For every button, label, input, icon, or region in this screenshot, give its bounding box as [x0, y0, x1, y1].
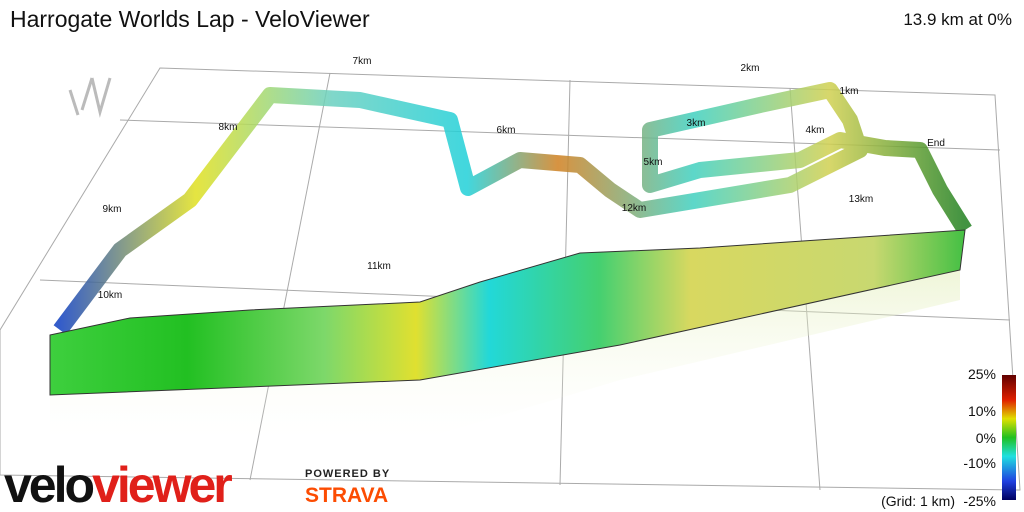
- km-label: 9km: [103, 204, 122, 215]
- legend-label: -10%: [963, 455, 996, 471]
- north-arrow: [68, 77, 112, 118]
- grid-note: (Grid: 1 km): [881, 493, 955, 509]
- km-label: 10km: [98, 290, 122, 301]
- km-markers: 7km 2km 1km 3km 4km 6km 8km 5km End 12km…: [98, 56, 945, 301]
- logo-velo: velo: [4, 457, 94, 512]
- km-label: 11km: [367, 261, 391, 272]
- km-label: 6km: [497, 125, 516, 136]
- title: Harrogate Worlds Lap - VeloViewer: [10, 6, 370, 32]
- km-label: End: [927, 138, 945, 149]
- legend-label: -25%: [963, 493, 996, 509]
- powered-by: POWERED BY: [305, 468, 390, 480]
- summary: 13.9 km at 0%: [903, 10, 1012, 29]
- legend-label: 10%: [968, 403, 996, 419]
- km-label: 8km: [219, 122, 238, 133]
- km-label: 7km: [353, 56, 372, 67]
- km-label: 5km: [644, 157, 663, 168]
- color-scale: [1002, 375, 1016, 500]
- route-front-wall: [49, 229, 966, 396]
- km-label: 4km: [806, 125, 825, 136]
- strava: STRAVA: [305, 484, 388, 507]
- km-label: 13km: [849, 194, 873, 205]
- km-label: 12km: [622, 203, 646, 214]
- logo-viewer: viewer: [92, 457, 232, 512]
- logo: veloviewer: [4, 457, 232, 512]
- km-label: 3km: [687, 118, 706, 129]
- route-back-wall: [53, 82, 972, 335]
- legend-label: 0%: [976, 430, 996, 446]
- km-label: 1km: [840, 86, 859, 97]
- km-label: 2km: [741, 63, 760, 74]
- legend-label: 25%: [968, 366, 996, 382]
